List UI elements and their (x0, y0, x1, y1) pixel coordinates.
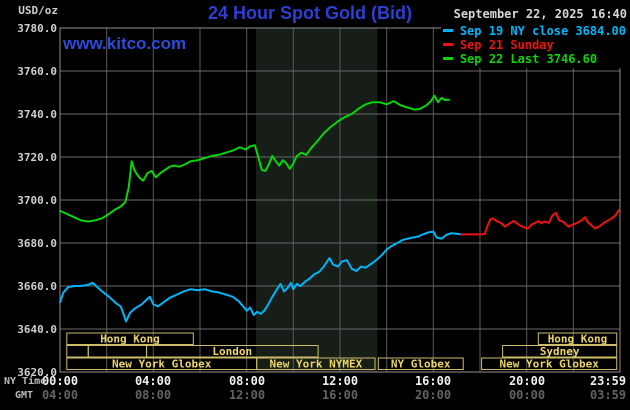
ny-time-tick-label: 23:59 (589, 374, 627, 388)
gmt-tick-label: 12:00 (228, 388, 266, 402)
session-box (146, 345, 319, 358)
session-label: Sydney (540, 345, 580, 358)
legend-item-sep19: Sep 19 NY close 3684.00 (442, 24, 626, 38)
legend-label: Sep 19 NY close 3684.00 (459, 24, 626, 38)
session-box (481, 357, 618, 370)
gmt-tick-label: 20:00 (414, 388, 452, 402)
session-label: London (212, 345, 252, 358)
y-tick-label: 3620.0 (17, 366, 57, 379)
y-tick-label: 3660.0 (17, 280, 57, 293)
session-label: Hong Kong (100, 333, 160, 346)
series-sep22-today (59, 94, 450, 223)
session-box (66, 345, 89, 358)
session-box (502, 345, 618, 358)
legend-label: Sep 22 Last 3746.60 (459, 52, 598, 66)
ny-time-tick-label: 08:00 (228, 374, 266, 388)
ny-time-axis-label: NY Time (4, 376, 47, 387)
legend: Sep 19 NY close 3684.00 Sep 21 Sunday Se… (440, 23, 628, 68)
legend-dash-icon (442, 29, 453, 32)
plot-border (59, 27, 621, 373)
session-label: New York NYMEX (270, 358, 363, 371)
y-tick-label: 3700.0 (17, 194, 57, 207)
series-sep21-sunday (460, 209, 620, 236)
session-box (66, 332, 194, 345)
y-tick-label: 3720.0 (17, 151, 57, 164)
session-label: Hong Kong (548, 333, 608, 346)
gmt-tick-label: 08:00 (134, 388, 172, 402)
ny-time-tick-label: 12:00 (321, 374, 359, 388)
y-tick-label: 3740.0 (17, 108, 57, 121)
legend-label: Sep 21 Sunday (459, 38, 554, 52)
ny-time-tick-label: 04:00 (134, 374, 172, 388)
session-box (537, 332, 618, 345)
legend-item-sep22: Sep 22 Last 3746.60 (442, 52, 626, 66)
session-box (256, 357, 376, 370)
session-box (87, 345, 147, 358)
session-label: New York Globex (112, 358, 212, 371)
legend-dash-icon (442, 57, 453, 60)
ny-time-tick-label: 20:00 (508, 374, 546, 388)
session-label: NY Globex (391, 358, 451, 371)
ny-time-tick-label: 00:00 (41, 374, 79, 388)
chart-datetime: September 22, 2025 16:40 (453, 7, 627, 21)
session-label: New York Globex (500, 358, 600, 371)
legend-dash-icon (442, 43, 453, 46)
gmt-axis-label: GMT (15, 390, 34, 401)
gmt-tick-label: 03:59 (589, 388, 627, 402)
y-tick-label: 3780.0 (17, 22, 57, 35)
chart-title: 24 Hour Spot Gold (Bid) (208, 3, 412, 23)
gmt-tick-label: 16:00 (321, 388, 359, 402)
y-tick-label: 3680.0 (17, 237, 57, 250)
gmt-tick-label: 04:00 (41, 388, 79, 402)
y-tick-label: 3760.0 (17, 65, 57, 78)
series-sep19-friday (59, 230, 463, 323)
gmt-tick-label: 00:00 (508, 388, 546, 402)
y-axis-units-label: USD/oz (18, 4, 58, 17)
session-box (377, 357, 464, 370)
kitco-watermark: www.kitco.com (63, 34, 187, 53)
legend-item-sep21: Sep 21 Sunday (442, 38, 626, 52)
y-tick-label: 3640.0 (17, 323, 57, 336)
ny-time-tick-label: 16:00 (414, 374, 452, 388)
